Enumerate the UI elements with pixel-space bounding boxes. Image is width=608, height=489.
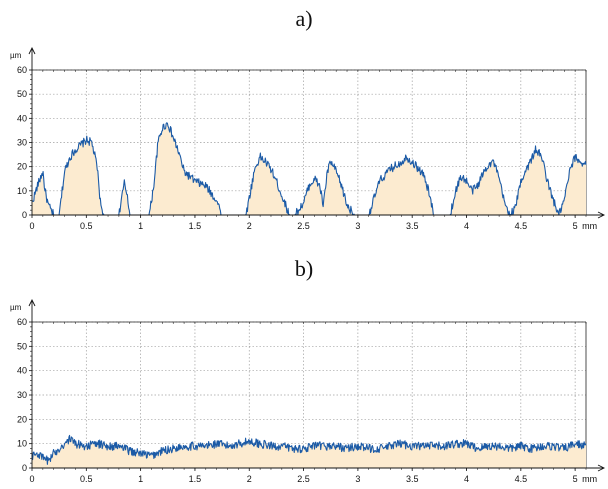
y-tick-label: 20 [17, 414, 27, 424]
x-tick-label: 0 [29, 221, 34, 231]
x-tick-label: 3.5 [406, 474, 419, 484]
chart-b-title: b) [294, 256, 314, 281]
y-tick-label: 30 [17, 138, 27, 148]
x-tick-label: 2.5 [297, 221, 310, 231]
x-tick-label: 5 [573, 474, 578, 484]
y-axis-arrow [28, 46, 36, 55]
y-tick-label: 50 [17, 341, 27, 351]
profile-line [31, 122, 587, 216]
x-tick-label: 2 [247, 221, 252, 231]
chart-a: 0 10 20 30 40 50 60 0 0.5 1 1.5 2 2.5 3 3.5 4 4.5 5 µm mm [10, 46, 606, 231]
x-tick-label: 2.5 [297, 474, 310, 484]
y-unit-label: µm [10, 303, 22, 312]
x-tick-label: 1 [138, 474, 143, 484]
y-tick-label: 0 [22, 210, 27, 220]
x-axis-arrow [597, 211, 606, 219]
x-tick-label: 2 [247, 474, 252, 484]
x-tick-label: 0.5 [80, 474, 93, 484]
y-tick-label: 40 [17, 366, 27, 376]
y-tick-label: 40 [17, 113, 27, 123]
y-tick-label: 30 [17, 390, 27, 400]
profile-line [31, 434, 587, 465]
x-tick-label: 1 [138, 221, 143, 231]
x-tick-label: 4.5 [515, 474, 528, 484]
x-unit-label: mm [582, 474, 597, 484]
y-tick-label: 10 [17, 186, 27, 196]
x-tick-label: 3.5 [406, 221, 419, 231]
y-tick-label: 10 [17, 439, 27, 449]
x-tick-label: 5 [573, 221, 578, 231]
y-tick-label: 20 [17, 162, 27, 172]
x-tick-label: 0 [29, 474, 34, 484]
x-tick-label: 3 [355, 474, 360, 484]
x-tick-label: 1.5 [189, 221, 202, 231]
x-unit-label: mm [582, 221, 597, 231]
x-tick-label: 4.5 [515, 221, 528, 231]
x-tick-label: 0.5 [80, 221, 93, 231]
x-tick-label: 4 [464, 474, 469, 484]
y-tick-label: 50 [17, 89, 27, 99]
profile-area [32, 122, 586, 215]
profile-area [32, 435, 586, 468]
x-tick-label: 1.5 [189, 474, 202, 484]
y-tick-label: 0 [22, 463, 27, 473]
x-tick-label: 3 [355, 221, 360, 231]
x-tick-label: 4 [464, 221, 469, 231]
y-axis-arrow [28, 298, 36, 307]
x-axis-arrow [597, 464, 606, 472]
y-tick-label: 60 [17, 65, 27, 75]
chart-a-title: a) [295, 6, 313, 31]
y-tick-label: 60 [17, 317, 27, 327]
y-unit-label: µm [10, 51, 22, 60]
